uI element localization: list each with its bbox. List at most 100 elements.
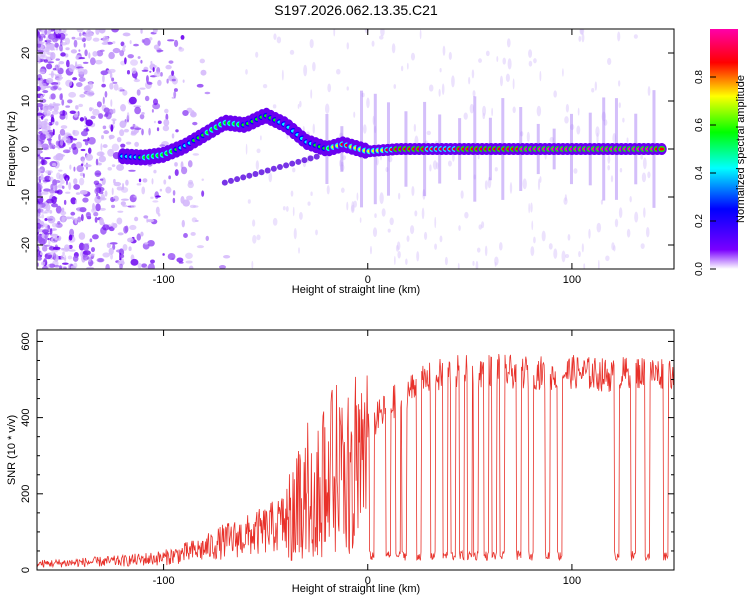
noise-speck (38, 33, 46, 38)
noise-speck (356, 192, 359, 201)
noise-speck (528, 60, 533, 67)
noise-speck (502, 57, 506, 65)
noise-speck (73, 39, 78, 48)
noise-speck (619, 167, 623, 173)
noise-speck (537, 178, 541, 191)
spectrogram-y-tick-label: 0 (20, 146, 32, 152)
noise-speck (218, 265, 227, 269)
noise-speck (37, 49, 44, 53)
noise-speck (549, 136, 554, 143)
noise-speck (61, 185, 65, 189)
noise-speck (60, 125, 68, 129)
noise-speck (426, 130, 432, 136)
noise-speck (564, 253, 570, 259)
noise-speck (109, 82, 114, 90)
noise-speck (406, 235, 410, 242)
noise-speck (451, 75, 455, 88)
noise-speck (97, 195, 101, 200)
noise-speck (512, 78, 515, 90)
noise-speck (171, 70, 175, 76)
noise-speck (79, 177, 85, 186)
spectrogram-y-tick-label: 10 (20, 95, 32, 107)
noise-speck (180, 196, 185, 204)
noise-speck (130, 59, 138, 66)
noise-speck (416, 251, 420, 262)
colorbar-tick-label: 0.2 (694, 214, 705, 228)
noise-speck (162, 125, 170, 132)
noise-speck (60, 92, 63, 100)
noise-speck (78, 77, 86, 82)
noise-speck (57, 221, 61, 225)
noise-speck (192, 121, 198, 126)
noise-speck (340, 164, 345, 172)
noise-speck (192, 153, 200, 156)
noise-speck (256, 148, 261, 154)
noise-speck (594, 81, 597, 91)
ridge-branch-blob (283, 162, 290, 169)
noise-speck (618, 102, 621, 109)
noise-speck (41, 191, 49, 195)
noise-speck (79, 207, 87, 213)
noise-speck (570, 124, 575, 131)
noise-speck (423, 231, 428, 240)
noise-speck (70, 138, 78, 141)
noise-speck (37, 47, 43, 50)
noise-speck (42, 103, 50, 112)
noise-speck (614, 218, 619, 228)
noise-speck (103, 130, 110, 135)
noise-speck (68, 234, 73, 241)
noise-speck (533, 236, 536, 244)
noise-speck (99, 217, 104, 226)
spectrogram-x-tick-label: 0 (365, 274, 371, 286)
noise-speck (478, 224, 483, 230)
noise-speck (223, 254, 231, 259)
noise-speck (473, 174, 476, 180)
noise-speck (95, 203, 101, 212)
noise-speck (133, 195, 137, 198)
noise-speck (57, 87, 62, 91)
noise-speck (43, 110, 51, 117)
noise-speck (101, 177, 106, 185)
noise-speck (64, 244, 70, 251)
noise-speck (484, 180, 488, 190)
noise-speck (120, 103, 127, 112)
noise-speck (182, 110, 189, 116)
noise-speck (53, 155, 60, 161)
noise-speck (173, 39, 179, 48)
noise-speck (49, 209, 53, 214)
noise-speck (52, 68, 57, 71)
noise-speck (98, 155, 107, 163)
noise-speck (522, 178, 527, 190)
noise-speck (52, 128, 55, 135)
noise-speck (374, 213, 377, 218)
noise-speck (112, 222, 118, 229)
noise-speck (87, 147, 92, 154)
noise-speck (38, 68, 46, 74)
noise-speck (48, 239, 51, 246)
noise-speck (85, 211, 92, 219)
noise-speck (50, 233, 59, 237)
noise-speck (68, 249, 76, 252)
noise-speck (485, 50, 490, 57)
noise-speck (144, 242, 149, 245)
noise-speck (541, 230, 546, 242)
noise-speck (152, 200, 159, 203)
noise-speck (132, 123, 136, 128)
noise-speck (65, 105, 71, 108)
noise-speck (165, 64, 172, 70)
noise-speck (396, 241, 401, 251)
noise-speck (363, 124, 367, 134)
noise-speck (245, 68, 248, 75)
noise-speck (40, 159, 48, 166)
noise-speck (410, 52, 416, 61)
ridge-branch-blob (313, 153, 320, 160)
noise-speck (87, 137, 96, 145)
noise-speck (41, 82, 47, 87)
noise-speck (381, 208, 386, 217)
noise-speck (40, 136, 45, 144)
noise-speck (205, 235, 210, 242)
noise-speck (292, 167, 296, 173)
noise-speck (50, 183, 54, 190)
noise-speck (406, 62, 409, 70)
noise-speck (136, 89, 141, 96)
